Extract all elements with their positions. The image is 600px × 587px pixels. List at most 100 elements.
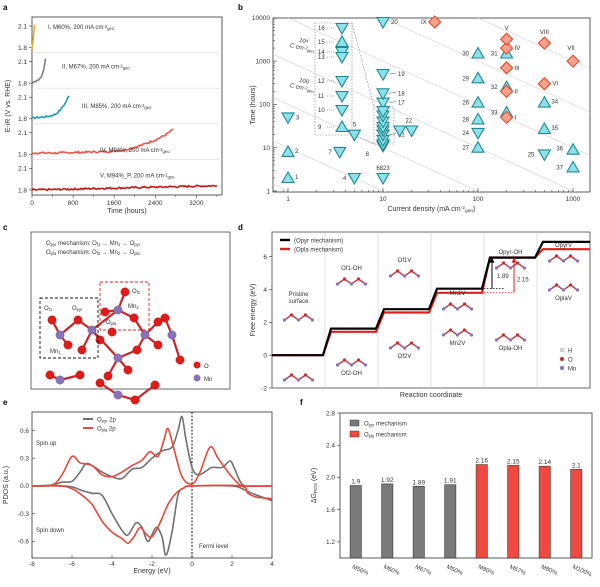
label-of2-part: O xyxy=(132,289,137,295)
x-category-label: M60% xyxy=(382,564,401,577)
molecule-top-atom xyxy=(349,282,354,286)
triangle-up-marker xyxy=(471,71,485,84)
y-axis-title: ΔGPDS (eV) xyxy=(311,468,319,503)
label-of2: Of2 xyxy=(132,289,141,295)
o-atom xyxy=(63,340,73,350)
mechanism-line-pyr-part: → O xyxy=(120,241,134,247)
x-category-label: M80% xyxy=(477,564,496,577)
series-line-1 xyxy=(31,24,36,50)
iso-label-unit-part: C cm xyxy=(289,83,304,92)
triangle-down-marker xyxy=(376,172,390,186)
molecule-bottom-atom xyxy=(402,346,407,350)
iso-label-unit: C cm-2geo xyxy=(289,82,315,95)
state-label-bottom: OplaV xyxy=(555,296,572,302)
triangle-down-marker xyxy=(376,88,390,101)
point-label: 36 xyxy=(556,147,563,153)
iso-label-value-part: 100 xyxy=(298,78,310,86)
iso-charge-line xyxy=(287,18,590,156)
panel-label-c: c xyxy=(3,223,8,232)
plot-frame xyxy=(339,412,593,559)
series-label-1-part: geo xyxy=(107,26,115,31)
diamond-marker xyxy=(499,32,514,46)
point-label: 16 xyxy=(318,26,325,32)
molecule-top-atom xyxy=(554,254,559,258)
point-label: 20 xyxy=(391,20,398,26)
label-opyr-part: O xyxy=(72,306,77,312)
molecule-bottom-atom xyxy=(363,363,368,367)
y-tick-label: 4 xyxy=(263,287,267,294)
iso-label-unit-part: -2 xyxy=(303,85,308,91)
molecule-top-atom xyxy=(303,313,308,317)
legend-label-part: pla xyxy=(102,428,108,433)
iso-label-unit-part: geo xyxy=(307,88,316,94)
y-tick-label: 6 xyxy=(263,254,267,261)
triangle-up-marker xyxy=(537,95,552,108)
molecule-bottom-atom xyxy=(515,333,520,337)
bar xyxy=(538,465,551,559)
atom-legend-dot xyxy=(559,347,565,353)
o-atom xyxy=(107,327,117,337)
molecule-top-atom xyxy=(448,302,453,306)
y-axis-title: E-iR (V vs. RHE) xyxy=(5,80,12,133)
x-tick-label: 1000 xyxy=(566,196,581,203)
triangle-down-marker xyxy=(347,129,362,142)
mechanism-line-pyr-part: mechanism: O xyxy=(57,241,98,247)
legend-o-label: O xyxy=(204,364,209,370)
mechanism-line-pyr-part: pyr xyxy=(134,242,140,247)
triangle-up-marker xyxy=(471,95,485,108)
point-label: 22 xyxy=(405,118,412,124)
point-label: 10 xyxy=(318,108,325,114)
pointer-arrow xyxy=(388,133,397,135)
legend-label-part: O xyxy=(364,422,369,428)
legend-label-part: mechanism xyxy=(374,433,406,439)
pdos-up-opyr xyxy=(31,415,273,487)
atom-legend-dot xyxy=(559,356,565,362)
molecule-top-atom xyxy=(395,269,400,273)
panel-d-free-energy-diagram: -2 0 2 4 6 Free energy (eV) Reaction coordinat… xyxy=(250,231,591,399)
point-label: 1 xyxy=(295,175,299,181)
pdos-down-opla xyxy=(31,484,273,544)
y-tick-label: 2.1 xyxy=(18,59,27,66)
triangle-up-marker xyxy=(566,142,580,155)
bar-value-label: 1.91 xyxy=(444,478,457,485)
iso-label-unit-part: geo xyxy=(307,48,316,54)
series-label-3-part: III, M85%, 200 mA cm xyxy=(82,104,141,110)
x-tick-label: 3200 xyxy=(189,200,204,207)
point-label: 27 xyxy=(462,146,469,152)
point-label: 32 xyxy=(491,85,498,91)
x-tick-label: 1 xyxy=(286,196,290,203)
panel-b-benchmark-chart: 1 10 100 1000 1 10 100 1000 10000 Current density… xyxy=(250,15,591,214)
series-label-3-part: geo xyxy=(144,105,152,110)
energy-profile-pyr xyxy=(272,240,590,357)
bar xyxy=(570,469,583,559)
mechanism-line-pyr-part: 1 xyxy=(118,242,121,247)
series-label-1-part: -2 xyxy=(103,24,107,29)
state-label-top: OpyrV xyxy=(555,243,572,249)
molecule-top-atom xyxy=(388,274,393,278)
x-category-label: M100% xyxy=(571,564,593,578)
molecule-bottom-atom xyxy=(416,346,421,350)
point-label: II xyxy=(515,89,519,95)
triangle-up-marker xyxy=(537,121,552,135)
y-tick-label: -2 xyxy=(261,385,267,392)
point-label: VII xyxy=(567,46,575,52)
iso-label-unit: C cm-2geo xyxy=(289,42,315,55)
molecule-top-atom xyxy=(515,261,520,265)
x-axis-title-part: geo xyxy=(465,209,473,214)
mechanism-line-pla-part: → Mn xyxy=(100,250,118,256)
point-label: 34 xyxy=(551,100,558,106)
o-atom xyxy=(129,313,139,323)
legend-label-part: 2p xyxy=(108,418,117,424)
y-tick-label: 1.8 xyxy=(18,81,27,88)
point-label: 15 xyxy=(318,40,325,46)
y-tick-label: 1000 xyxy=(256,58,271,65)
legend-label-part: pyr xyxy=(102,419,108,424)
bar-value-label: 2.16 xyxy=(475,458,488,465)
diamond-marker xyxy=(537,36,552,50)
label-mn2-part: 2 xyxy=(136,305,139,310)
molecule-bottom-atom xyxy=(469,333,474,337)
y-tick-label: 0 xyxy=(263,352,267,359)
molecule-bottom-atom xyxy=(409,341,414,345)
molecule-top-atom xyxy=(441,307,446,311)
